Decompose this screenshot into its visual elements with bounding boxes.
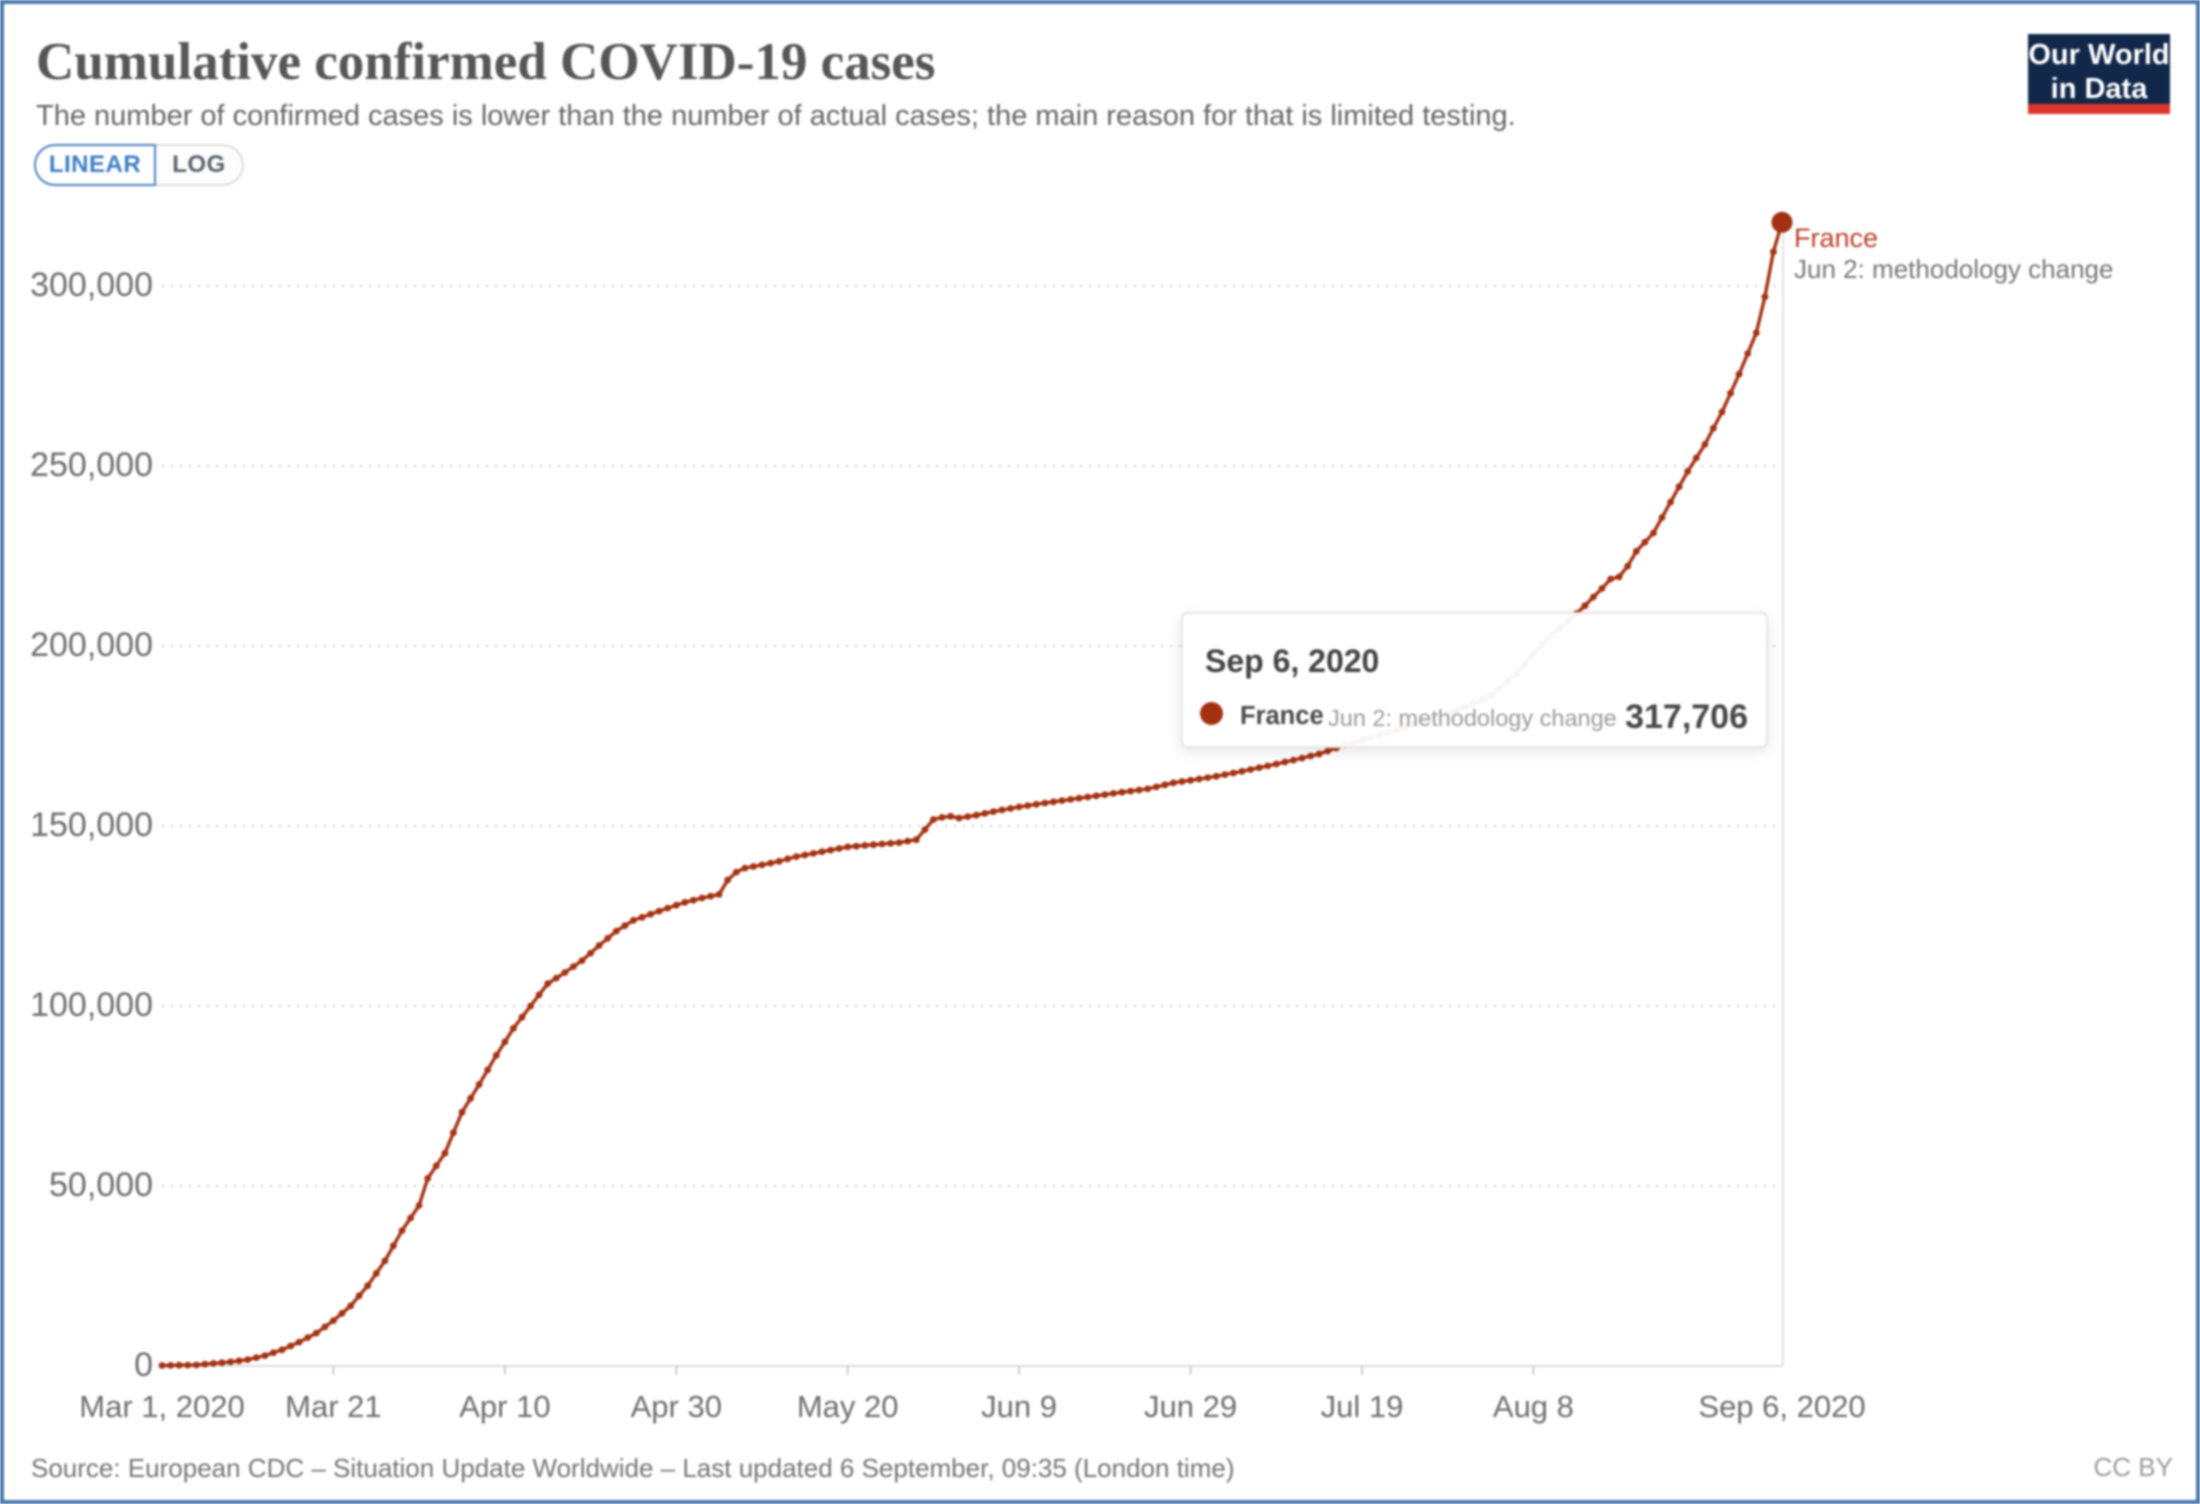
svg-text:France: France [1794, 223, 1878, 253]
svg-text:0: 0 [134, 1346, 153, 1384]
svg-text:Apr 10: Apr 10 [459, 1389, 550, 1424]
svg-text:300,000: 300,000 [30, 266, 153, 304]
svg-text:250,000: 250,000 [30, 446, 153, 484]
svg-text:Apr 30: Apr 30 [631, 1389, 722, 1424]
svg-text:Aug 8: Aug 8 [1493, 1389, 1574, 1424]
svg-text:Mar 21: Mar 21 [285, 1389, 381, 1424]
svg-text:Jul 19: Jul 19 [1321, 1389, 1404, 1424]
svg-text:Jun 9: Jun 9 [981, 1389, 1057, 1424]
svg-text:Mar 1, 2020: Mar 1, 2020 [79, 1389, 244, 1424]
svg-text:150,000: 150,000 [30, 806, 153, 844]
svg-text:Jun 29: Jun 29 [1144, 1389, 1237, 1424]
svg-text:Sep 6, 2020: Sep 6, 2020 [1698, 1389, 1865, 1424]
svg-text:Jun 2: methodology change: Jun 2: methodology change [1794, 254, 2113, 284]
svg-text:100,000: 100,000 [30, 986, 153, 1024]
svg-text:50,000: 50,000 [49, 1166, 153, 1204]
svg-text:200,000: 200,000 [30, 626, 153, 664]
svg-text:May 20: May 20 [797, 1389, 899, 1424]
